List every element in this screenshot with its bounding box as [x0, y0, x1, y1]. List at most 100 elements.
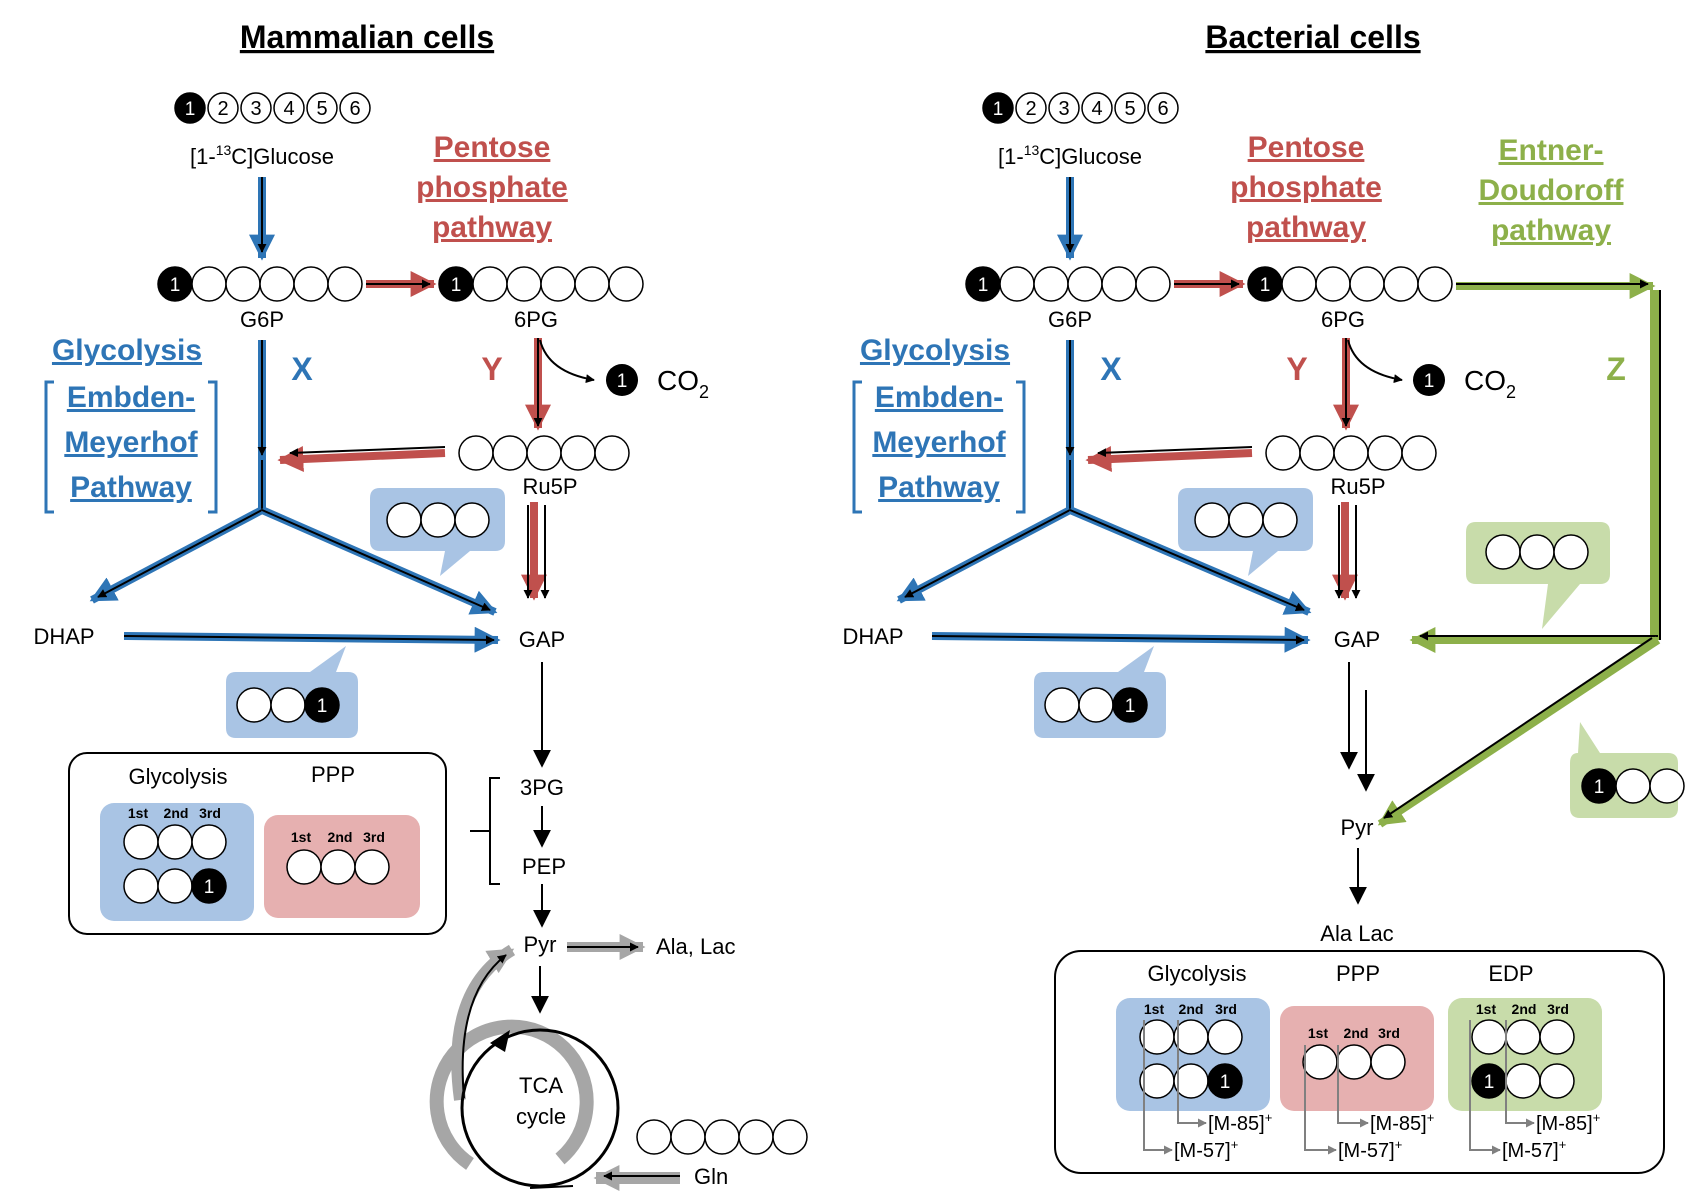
b-6pg-label: 6PG: [1321, 307, 1365, 332]
flux-z-label: Z: [1606, 351, 1626, 387]
ru5p-carbons: [458, 435, 630, 471]
svg-text:1: 1: [1125, 696, 1136, 717]
mammalian-title: Mammalian cells: [240, 19, 494, 55]
fragment-brackets-glycolysis: [1143, 1020, 1207, 1155]
glucose-carbon-3: [240, 92, 272, 124]
glucose-number-3: 3: [250, 98, 261, 120]
co2-carbon: [606, 364, 638, 396]
b-emp-line3: Pathway: [878, 471, 1000, 504]
bacterial-title: Bacterial cells: [1205, 19, 1420, 55]
tca-circle: [460, 1028, 620, 1188]
svg-text:2nd: 2nd: [1344, 1025, 1369, 1041]
pos-3rd: 3rd: [199, 805, 221, 821]
dhap-label: DHAP: [33, 624, 94, 649]
glucose-label: [1-13C]Glucose: [190, 142, 334, 169]
glucose-carbons: 1 2 3 4 5 6: [174, 92, 371, 124]
alalac-label: Ala, Lac: [656, 934, 736, 959]
ru5p-to-glycolysis-flux: [277, 446, 446, 472]
b-emp-line2: Meyerhof: [872, 426, 1006, 459]
svg-text:1: 1: [1424, 371, 1435, 392]
glucose-carbon-2: [207, 92, 239, 124]
tca-to-pyr-arrow: [461, 954, 507, 1099]
svg-text:3rd: 3rd: [1215, 1001, 1237, 1017]
gln-label: Gln: [694, 1164, 728, 1189]
svg-text:1: 1: [1594, 777, 1605, 798]
svg-text:3: 3: [1058, 98, 1069, 120]
b-ppp-title-line2: phosphate: [1230, 171, 1382, 204]
b-legend-ppp-label: PPP: [1336, 961, 1380, 986]
to-gap-arrow: [261, 509, 491, 611]
b-glycolysis-title: Glycolysis: [860, 334, 1010, 367]
ppp-pos-1st: 1st: [291, 829, 312, 845]
legend-labeled-carbon: 1: [204, 877, 215, 898]
ppp-m85: [M-85]+: [1370, 1110, 1434, 1135]
tca-label-line1: TCA: [519, 1073, 563, 1098]
bacterial-panel: Bacterial cells 1 2 3 4 5 6 [1-13C]Gluco…: [842, 19, 1685, 1174]
svg-text:1st: 1st: [1308, 1025, 1329, 1041]
svg-text:1st: 1st: [1144, 1001, 1165, 1017]
fragment-brackets-edp: [1469, 1020, 1535, 1155]
b-g6p-label: G6P: [1048, 307, 1092, 332]
legend-ppp-label: PPP: [311, 762, 355, 787]
svg-text:1: 1: [978, 275, 989, 296]
emp-bracket-left: [44, 380, 54, 514]
glycolysis-m57: [M-57]+: [1174, 1137, 1238, 1162]
fragment-brackets-ppp: [1304, 1045, 1369, 1155]
glycolysis-title: Glycolysis: [52, 334, 202, 367]
emp-line2: Meyerhof: [64, 426, 198, 459]
glucose-carbon-1: [174, 92, 206, 124]
legend-glycolysis-label: Glycolysis: [128, 764, 227, 789]
b-dhap-label: DHAP: [842, 624, 903, 649]
svg-text:2: 2: [1025, 98, 1036, 120]
edp-title-line1: Entner-: [1499, 134, 1604, 167]
co2-release-arrow: [539, 339, 595, 384]
svg-text:1: 1: [1484, 1072, 1495, 1093]
co2-carbon-number: 1: [617, 371, 628, 392]
to-dhap-arrow: [97, 509, 263, 598]
b-legend-glycolysis-label: Glycolysis: [1147, 961, 1246, 986]
b-gap-label: GAP: [1334, 627, 1380, 652]
glucose-number-2: 2: [217, 98, 228, 120]
pos-2nd: 2nd: [164, 805, 189, 821]
tca-label-line2: cycle: [516, 1104, 566, 1129]
glucose-carbon-6: [339, 92, 371, 124]
b-alalac-label: Ala Lac: [1320, 921, 1393, 946]
pos-1st: 1st: [128, 805, 149, 821]
edp-m57: [M-57]+: [1502, 1137, 1566, 1162]
svg-text:1: 1: [1260, 275, 1271, 296]
svg-text:3rd: 3rd: [1547, 1001, 1569, 1017]
b-ppp-title-line1: Pentose: [1248, 131, 1365, 164]
b-legend-edp-label: EDP: [1488, 961, 1533, 986]
svg-text:3rd: 3rd: [1378, 1025, 1400, 1041]
pyr-label: Pyr: [524, 932, 557, 957]
svg-text:1: 1: [993, 99, 1004, 120]
svg-text:6: 6: [1157, 98, 1168, 120]
edp-to-pyr-flux: [1377, 636, 1661, 828]
glucose-carbon-4: [273, 92, 305, 124]
6pg-labeled-carbon: 1: [451, 275, 462, 296]
dhap-to-gap-arrow: [123, 635, 495, 645]
edp-title-line2: Doudoroff: [1479, 174, 1625, 207]
svg-text:1st: 1st: [1476, 1001, 1497, 1017]
g6p-carbons: 1: [157, 266, 363, 302]
co2-label: CO2: [657, 365, 709, 402]
ru5p-label: Ru5P: [522, 474, 577, 499]
b-6pg-carbons: 1: [1247, 266, 1453, 302]
6pg-carbons: 1: [438, 266, 644, 302]
emp-line3: Pathway: [70, 471, 192, 504]
3pg-pep-bracket: [489, 777, 500, 885]
b-pyr-label: Pyr: [1341, 815, 1374, 840]
b-emp-line1: Embden-: [875, 381, 1003, 414]
b-co2-carbon: [1413, 364, 1445, 396]
glucose-carbon-5: [306, 92, 338, 124]
gap-label: GAP: [519, 627, 565, 652]
edp-title-line3: pathway: [1491, 214, 1611, 247]
mammalian-panel: Mammalian cells 1 2 3 4 5 6 [1-13C]Gluco…: [33, 19, 808, 1191]
b-flux-y-label: Y: [1286, 351, 1307, 387]
svg-text:1: 1: [1220, 1072, 1231, 1093]
b-ru5p-label: Ru5P: [1330, 474, 1385, 499]
b-glucose-label: [1-13C]Glucose: [998, 142, 1142, 169]
emp-line1: Embden-: [67, 381, 195, 414]
b-flux-x-label: X: [1100, 351, 1122, 387]
tca-entry-arrowhead: [490, 1030, 510, 1052]
